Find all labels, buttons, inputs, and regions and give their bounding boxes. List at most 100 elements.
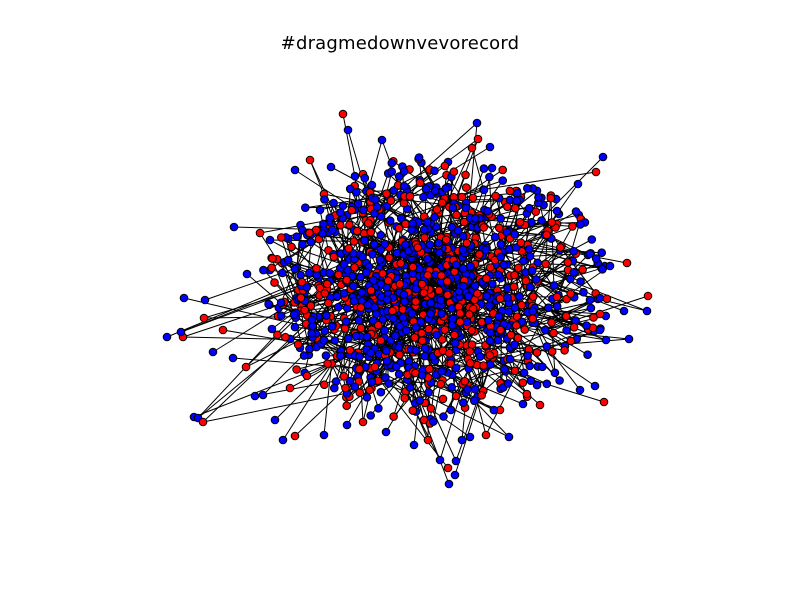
graph-node-blue — [411, 345, 420, 355]
graph-node-red — [445, 348, 454, 358]
graph-node-blue — [420, 351, 430, 361]
graph-node-blue — [376, 387, 386, 397]
graph-node-red — [338, 109, 348, 119]
graph-node-blue — [485, 301, 494, 310]
graph-node-red — [622, 258, 632, 268]
graph-node-red — [287, 242, 296, 252]
graph-node-blue — [414, 153, 424, 162]
graph-node-blue — [242, 269, 252, 279]
graph-edge — [461, 169, 503, 198]
graph-node-blue — [328, 225, 337, 235]
graph-node-blue — [435, 248, 444, 257]
graph-node-red — [302, 371, 312, 381]
graph-node-blue — [326, 162, 336, 172]
graph-node-blue — [208, 347, 218, 357]
graph-node-red — [479, 361, 488, 370]
graph-edge — [280, 268, 296, 303]
graph-node-blue — [605, 261, 615, 271]
graph-node-blue — [389, 314, 398, 323]
graph-node-red — [378, 269, 388, 278]
graph-node-blue — [534, 193, 543, 202]
graph-node-red — [568, 222, 577, 231]
graph-node-red — [455, 317, 465, 327]
graph-node-red — [420, 233, 429, 242]
graph-node-blue — [366, 348, 376, 358]
graph-node-red — [434, 286, 444, 295]
graph-node-red — [395, 350, 404, 360]
graph-node-red — [355, 364, 364, 374]
graph-node-red — [255, 228, 265, 238]
graph-node-blue — [395, 322, 405, 331]
graph-edge — [465, 391, 495, 411]
graph-node-blue — [396, 214, 406, 223]
graph-node-blue — [368, 250, 377, 259]
graph-node-red — [599, 397, 609, 407]
graph-node-blue — [457, 435, 467, 445]
graph-node-blue — [362, 268, 371, 277]
graph-node-red — [443, 290, 452, 300]
graph-node-blue — [525, 361, 535, 371]
graph-node-red — [566, 289, 575, 299]
graph-node-blue — [377, 135, 387, 145]
graph-node-red — [400, 393, 410, 403]
graph-node-red — [437, 198, 447, 207]
graph-node-red — [449, 167, 459, 176]
graph-node-blue — [426, 298, 436, 308]
graph-node-blue — [394, 369, 404, 379]
graph-node-blue — [363, 300, 373, 310]
graph-node-blue — [352, 188, 361, 197]
graph-node-red — [514, 263, 523, 273]
graph-node-blue — [319, 430, 329, 440]
graph-node-blue — [371, 195, 380, 204]
graph-node-red — [273, 330, 282, 340]
graph-node-blue — [405, 383, 415, 392]
graph-edge — [347, 129, 372, 210]
graph-edge — [485, 344, 553, 353]
graph-node-red — [515, 217, 525, 227]
graph-node-blue — [525, 282, 535, 292]
graph-node-blue — [496, 214, 506, 223]
graph-edge — [274, 363, 332, 421]
graph-node-red — [561, 311, 571, 321]
graph-node-red — [563, 258, 573, 267]
graph-node-red — [485, 351, 495, 360]
graph-node-blue — [430, 166, 439, 176]
graph-node-blue — [447, 320, 457, 330]
graph-node-red — [199, 313, 209, 323]
graph-node-red — [417, 279, 427, 289]
graph-node-blue — [586, 303, 596, 313]
graph-node-red — [495, 294, 505, 303]
graph-edge — [507, 359, 528, 395]
graph-node-blue — [367, 180, 377, 190]
graph-node-blue — [336, 208, 345, 217]
graph-node-blue — [351, 331, 361, 341]
graph-node-blue — [320, 326, 330, 336]
graph-edge — [432, 384, 442, 422]
graph-node-blue — [575, 385, 585, 395]
graph-node-red — [549, 328, 558, 338]
graph-node-blue — [369, 276, 378, 285]
graph-node-blue — [499, 260, 509, 270]
graph-edge — [259, 219, 330, 234]
graph-node-red — [341, 383, 350, 393]
graph-node-blue — [582, 321, 591, 330]
graph-node-blue — [485, 336, 495, 346]
graph-node-red — [522, 389, 532, 399]
graph-node-blue — [381, 427, 391, 437]
graph-node-blue — [531, 275, 541, 284]
graph-node-red — [424, 324, 434, 334]
graph-node-red — [415, 178, 425, 187]
graph-node-blue — [376, 279, 386, 289]
graph-node-blue — [290, 322, 300, 332]
graph-node-blue — [479, 185, 489, 195]
graph-node-red — [218, 325, 228, 335]
graph-node-blue — [579, 287, 588, 297]
graph-node-red — [388, 306, 397, 316]
graph-edge — [507, 327, 594, 360]
graph-node-blue — [349, 281, 358, 291]
graph-node-blue — [453, 226, 463, 235]
graph-node-blue — [330, 336, 340, 345]
graph-node-red — [347, 205, 357, 215]
graph-node-red — [556, 243, 565, 252]
graph-edge — [300, 310, 310, 349]
